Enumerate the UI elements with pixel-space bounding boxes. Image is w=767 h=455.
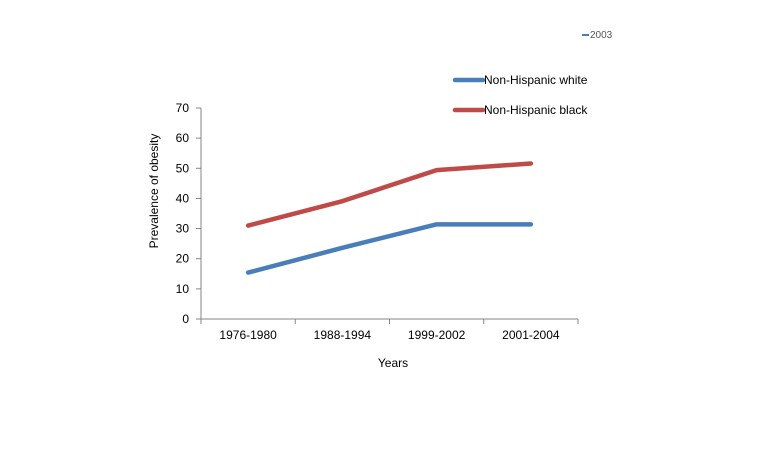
y-tick-label: 20 xyxy=(176,252,190,266)
x-axis-title: Years xyxy=(378,356,408,370)
x-tick-label: 2001-2004 xyxy=(502,328,560,342)
x-ticks: 1976-1980 1988-1994 1999-2002 2001-2004 xyxy=(200,319,579,342)
stray-legend-text: 2003 xyxy=(590,30,613,41)
legend-label: Non-Hispanic black xyxy=(484,103,588,117)
y-tick-label: 0 xyxy=(182,312,189,326)
series-lines xyxy=(245,161,534,275)
y-tick-label: 40 xyxy=(176,191,190,205)
y-tick-label: 70 xyxy=(176,101,190,115)
series-line-0 xyxy=(245,222,534,275)
series-line-1 xyxy=(245,161,534,228)
y-tick-label: 60 xyxy=(176,131,190,145)
y-tick-label: 50 xyxy=(176,161,190,175)
x-tick-label: 1999-2002 xyxy=(408,328,466,342)
legend-label: Non-Hispanic white xyxy=(484,73,588,87)
stray-legend-fragment: 2003 xyxy=(582,30,613,41)
x-tick-label: 1976-1980 xyxy=(219,328,277,342)
y-axis-title: Prevalence of obesity xyxy=(147,134,161,249)
y-tick-label: 30 xyxy=(176,222,190,236)
x-tick-label: 1988-1994 xyxy=(314,328,372,342)
y-ticks: 0 10 20 30 40 50 60 70 xyxy=(176,101,201,326)
y-tick-label: 10 xyxy=(176,282,190,296)
axes xyxy=(200,108,578,320)
legend: Non-Hispanic white Non-Hispanic black xyxy=(452,73,588,117)
